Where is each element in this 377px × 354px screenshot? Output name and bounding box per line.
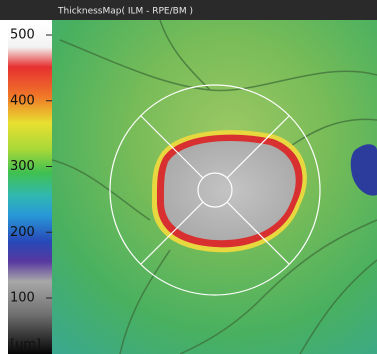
colorbar-tick-label: 400 [10,93,35,108]
thickness-map-view: ThicknessMap( ILM - RPE/BM ) 500 400 300 20… [0,0,377,354]
fundus-image [52,20,377,354]
colorbar-tick-label: 200 [10,225,35,240]
colorbar-tick-label: 100 [10,291,35,306]
colorbar-tick-label: 300 [10,159,35,174]
colorbar-unit: [um] [10,338,41,353]
colorbar-tick-label: 500 [10,28,35,43]
map-title: ThicknessMap( ILM - RPE/BM ) [57,7,193,17]
